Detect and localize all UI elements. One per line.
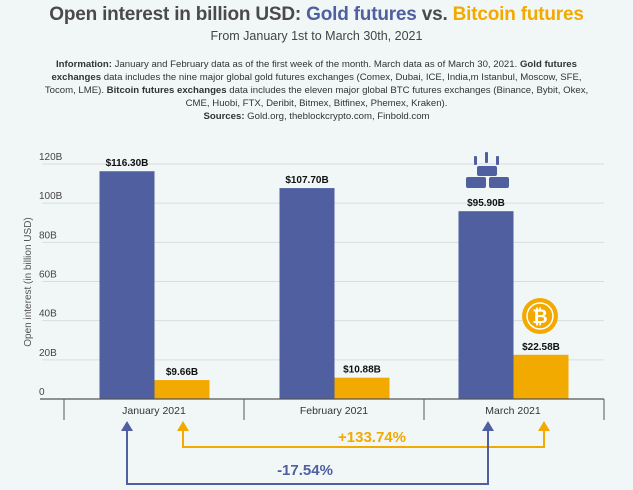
gold-value-label: $95.90B <box>467 198 505 209</box>
btc-change-label: +133.74% <box>338 429 406 446</box>
btc-change-arrow <box>177 421 550 448</box>
gold-bar <box>99 171 155 399</box>
gold-value-label: $116.30B <box>106 158 149 169</box>
y-tick-labels: 0 20B 40B 60B 80B 100B 120B <box>39 152 63 398</box>
sources-label: Sources: <box>203 111 245 122</box>
bars: $116.30B $107.70B $95.90B $9.66B $10.88B $22.… <box>99 158 569 399</box>
info-label: Information: <box>56 59 112 70</box>
info-text: January and February data as of the firs… <box>111 59 520 70</box>
x-category-label: March 2021 <box>485 405 541 417</box>
btc-bar <box>513 354 569 399</box>
y-tick-label: 60B <box>39 270 57 281</box>
y-tick-label: 100B <box>39 191 63 202</box>
btc-exchanges-text: data includes the eleven major global BT… <box>185 85 589 109</box>
sources-text: Gold.org, theblockcrypto.com, Finbold.co… <box>244 111 430 122</box>
gold-exchanges-label: Gold futures exchanges <box>51 59 577 83</box>
btc-value-label: $22.58B <box>522 342 560 353</box>
x-category-label: January 2021 <box>122 405 186 417</box>
y-tick-label: 20B <box>39 348 57 359</box>
gold-bar <box>458 211 514 399</box>
btc-exchanges-label: Bitcoin futures exchanges <box>106 85 227 96</box>
x-axis: January 2021 February 2021 March 2021 <box>40 398 605 420</box>
title-gold: Gold futures <box>306 4 417 25</box>
btc-bar <box>154 380 210 399</box>
gold-bars-icon <box>466 152 509 188</box>
title-btc: Bitcoin futures <box>452 4 584 25</box>
title-prefix: Open interest in billion USD: <box>49 4 307 25</box>
y-axis-label: Open interest (in billion USD) <box>23 217 34 347</box>
info-note: Information: January and February data a… <box>40 58 593 123</box>
y-tick-label: 120B <box>39 152 63 163</box>
title-vs: vs. <box>416 4 453 25</box>
chart-title: Open interest in billion USD: Gold futur… <box>0 4 633 26</box>
y-tick-label: 0 <box>39 387 45 398</box>
gold-change-label: -17.54% <box>277 462 333 479</box>
y-tick-label: 80B <box>39 230 57 241</box>
gold-bar <box>279 188 335 399</box>
svg-text:₿: ₿ <box>532 306 547 328</box>
gold-change-arrow <box>121 421 494 485</box>
x-category-label: February 2021 <box>300 405 368 417</box>
chart-subtitle: From January 1st to March 30th, 2021 <box>210 29 423 43</box>
gold-value-label: $107.70B <box>285 175 328 186</box>
y-tick-label: 40B <box>39 309 57 320</box>
btc-value-label: $10.88B <box>343 365 381 376</box>
gold-exchanges-text: data includes the nine major global gold… <box>44 72 582 96</box>
bitcoin-icon: ₿ <box>522 298 558 334</box>
btc-value-label: $9.66B <box>166 367 198 378</box>
btc-bar <box>334 377 390 399</box>
